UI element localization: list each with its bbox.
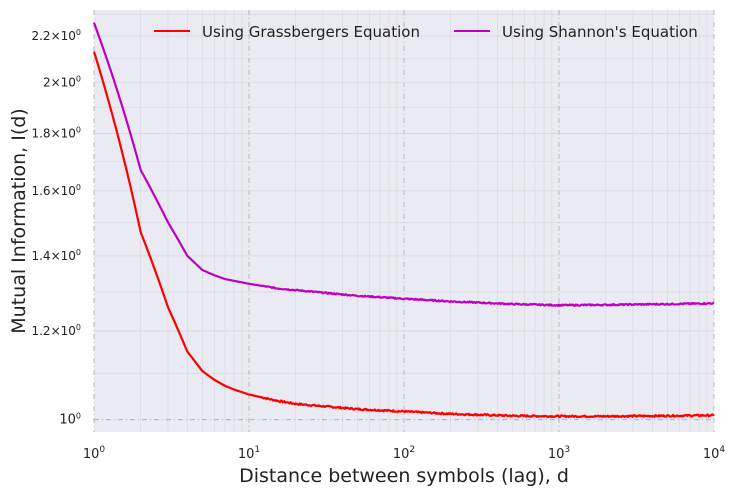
y-tick-labels: 100 1.2×100 1.4×100 1.6×100 1.8×100 2×100 2.2×… — [31, 28, 81, 428]
minor-gridlines — [94, 10, 714, 432]
x-tick-label: 104 — [703, 445, 726, 462]
y-axis-label: Mutual Information, I(d) — [8, 108, 30, 333]
x-tick-label: 102 — [393, 445, 415, 462]
x-axis-label: Distance between symbols (lag), d — [239, 465, 569, 487]
y-tick-label: 2.2×100 — [31, 28, 81, 43]
x-tick-labels: 100 101 102 103 104 — [83, 445, 726, 462]
series-line-1 — [92, 22, 715, 307]
y-tick-label: 2×100 — [43, 74, 81, 89]
x-tick-label: 100 — [83, 445, 106, 462]
series-layer — [92, 22, 715, 419]
major-gridlines — [93, 10, 715, 432]
series-line-0 — [92, 51, 715, 419]
x-tick-label: 101 — [238, 445, 260, 462]
x-tick-label: 103 — [548, 445, 570, 462]
legend-label-grassberger: Using Grassbergers Equation — [202, 23, 420, 41]
legend: Using Grassbergers Equation Using Shanno… — [154, 23, 698, 41]
y-tick-label: 1.4×100 — [31, 248, 81, 263]
y-tick-label: 100 — [59, 412, 81, 428]
legend-label-shannon: Using Shannon's Equation — [502, 23, 698, 41]
y-tick-label: 1.8×100 — [31, 126, 81, 141]
y-tick-label: 1.6×100 — [31, 183, 81, 198]
y-tick-label: 1.2×100 — [31, 323, 81, 338]
